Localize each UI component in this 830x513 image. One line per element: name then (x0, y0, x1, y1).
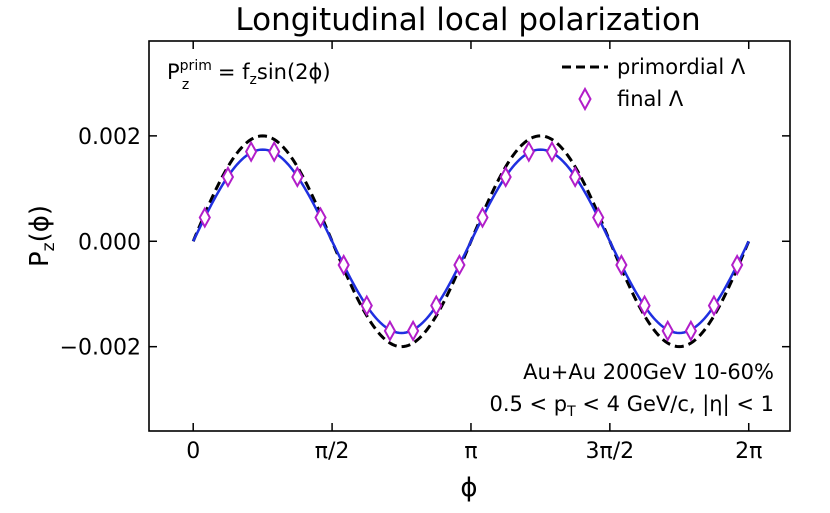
formula-sub2: z (250, 72, 257, 88)
final-lambda-point (453, 253, 466, 277)
y-tick-label: 0.000 (78, 230, 141, 255)
x-tick-label: 0 (186, 439, 200, 464)
x-axis-label: ϕ (460, 473, 477, 503)
annotation-cuts-a: 0.5 < p (489, 392, 567, 416)
legend-label-primordial: primordial Λ (617, 55, 746, 79)
final-lambda-point (569, 165, 582, 189)
annotation-cuts-sub: T (566, 404, 576, 420)
x-tick-label: π/2 (315, 439, 350, 464)
x-tick-label: 2π (735, 439, 762, 464)
final-lambda-point (707, 294, 721, 317)
y-tick-label: −0.002 (60, 336, 141, 361)
final-lambda-point (522, 140, 535, 163)
final-lambda-point (730, 253, 744, 277)
final-lambda-point (360, 294, 373, 317)
x-tick-label: 3π/2 (586, 439, 635, 464)
final-lambda-point (430, 294, 443, 317)
final-lambda-point (291, 165, 304, 189)
final-lambda-point (337, 253, 350, 277)
final-lambda-point (383, 319, 397, 342)
final-lambda-point (615, 253, 628, 277)
final-lambda-point (268, 140, 281, 163)
formula-annotation: Pprim z = fzsin(2ϕ) (167, 58, 331, 93)
final-lambda-point (545, 140, 559, 163)
x-tick-label: π (464, 439, 477, 464)
legend-diamond-icon (578, 86, 592, 112)
final-lambda-point (684, 319, 698, 342)
formula-eq: = f (211, 60, 250, 84)
formula-rhs: sin(2ϕ) (257, 60, 331, 84)
formula-sup: prim (180, 58, 212, 74)
annotation-cuts: 0.5 < pT < 4 GeV/c, |η| < 1 (489, 392, 774, 420)
y-axis-label-main: P (25, 251, 55, 267)
series-layer (191, 134, 751, 349)
final-lambda-point (476, 206, 489, 229)
y-axis-label: Pz(ϕ) (25, 205, 59, 267)
final-lambda-point (592, 206, 605, 229)
final-lambda-point (198, 206, 211, 229)
final-lambda-point (638, 294, 651, 317)
final-lambda-point (499, 165, 512, 189)
plot-frame (148, 40, 791, 432)
final-lambda-point (244, 140, 258, 163)
chart-title: Longitudinal local polarization (235, 2, 700, 38)
final-lambda-point (406, 319, 420, 342)
final-lambda-point (661, 319, 674, 342)
annotation-collision: Au+Au 200GeV 10-60% (523, 360, 774, 384)
annotation-cuts-b: < 4 GeV/c, |η| < 1 (576, 392, 774, 417)
series-line-fit (192, 148, 750, 335)
final-lambda-point (314, 206, 327, 229)
y-axis-ticks: 0.002 0.000 −0.002 (60, 125, 790, 361)
legend: primordial Λ final Λ (562, 55, 746, 112)
final-lambda-point (221, 165, 235, 189)
formula-sub: z (182, 77, 189, 93)
y-axis-label-arg: (ϕ) (25, 205, 55, 242)
legend-label-final: final Λ (617, 87, 684, 111)
y-axis-label-sub: z (39, 242, 59, 251)
y-tick-label: 0.002 (78, 125, 141, 150)
formula-lhs: P (167, 60, 180, 84)
x-axis-ticks: 0 π/2 π 3π/2 2π (186, 41, 762, 464)
